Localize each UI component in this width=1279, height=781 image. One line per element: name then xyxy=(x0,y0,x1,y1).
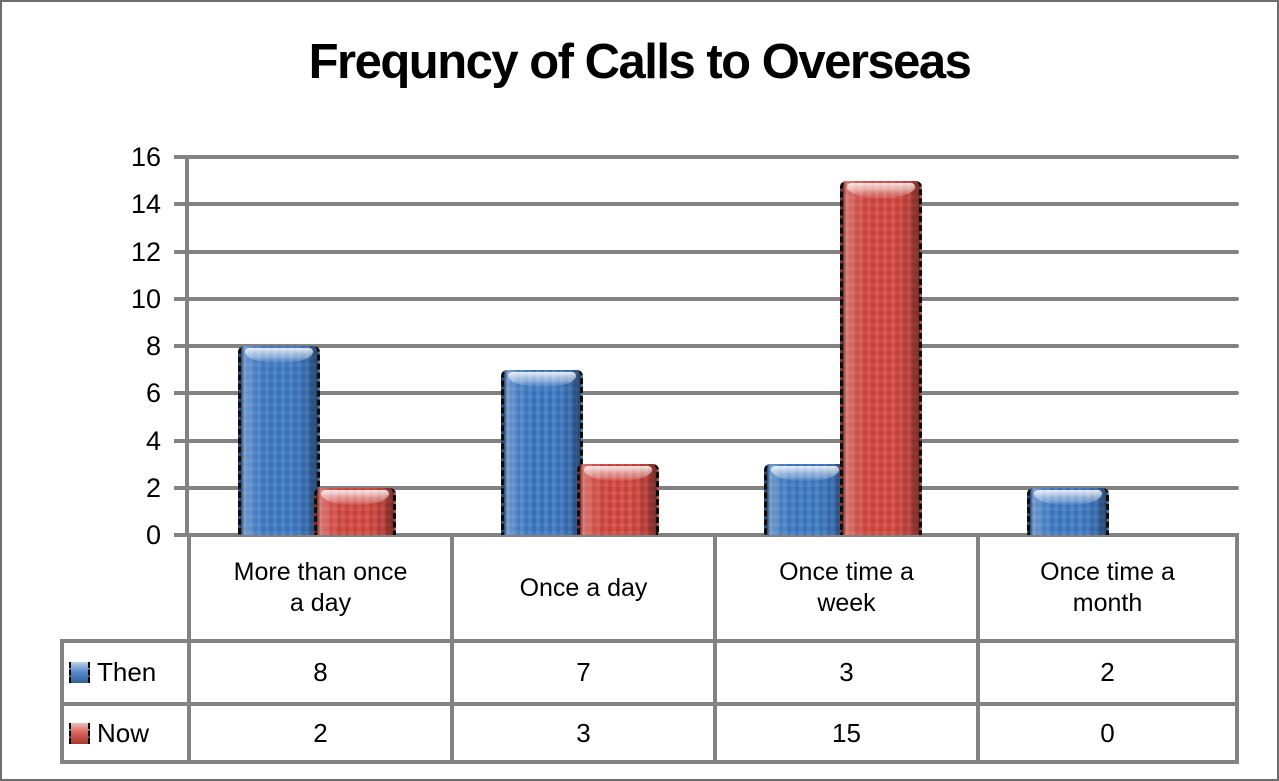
y-axis-tick-label: 8 xyxy=(145,331,161,361)
value-cell: 2 xyxy=(976,639,1239,702)
value-cell: 2 xyxy=(187,702,450,764)
y-axis-tick-label: 4 xyxy=(145,425,161,456)
gridline xyxy=(174,533,1239,537)
gridline xyxy=(174,485,1239,490)
value-cell: 0 xyxy=(976,702,1239,764)
value-cell: 8 xyxy=(187,639,450,702)
y-axis-tick-label: 14 xyxy=(130,189,161,220)
gridline xyxy=(174,344,1239,348)
bar-now-2 xyxy=(840,180,922,535)
category-header-cell: Once a day xyxy=(450,533,713,639)
bar-then-3 xyxy=(1027,487,1109,535)
y-axis-tick-label: 16 xyxy=(130,142,161,172)
gridline xyxy=(174,249,1239,254)
plot-area: 0 2 4 6 8 10 12 14 16 xyxy=(131,142,1239,550)
category-header-cell: More than once a day xyxy=(187,533,450,639)
series-key-cell: Now xyxy=(60,702,187,764)
series-name-label: Now xyxy=(97,717,150,748)
y-axis-tick-label: 0 xyxy=(145,520,161,550)
y-axis-tick-label: 10 xyxy=(130,283,161,314)
series-name-label: Then xyxy=(97,657,157,687)
value-cell: 3 xyxy=(450,702,713,764)
chart-title: Frequncy of Calls to Overseas xyxy=(308,35,972,89)
category-header-cell: Once time a week xyxy=(713,533,976,639)
data-table: More than once a day Once a day Once time … xyxy=(60,533,1239,764)
bar-then-0 xyxy=(238,346,320,535)
bar-then-1 xyxy=(501,369,583,535)
legend-swatch-then xyxy=(69,662,90,683)
gridline xyxy=(174,296,1239,301)
value-cell: 3 xyxy=(713,639,976,702)
y-axis-tick-label: 12 xyxy=(130,236,161,267)
bar-now-0 xyxy=(314,487,396,535)
bar-then-2 xyxy=(764,464,846,535)
value-cell: 7 xyxy=(450,639,713,702)
bar-now-1 xyxy=(577,464,659,535)
y-axis-tick-label: 2 xyxy=(145,472,161,503)
category-header-cell: Once time a month xyxy=(976,533,1239,639)
gridline xyxy=(174,391,1239,396)
gridline xyxy=(174,438,1239,443)
series-key-cell: Then xyxy=(60,639,187,702)
value-cell: 15 xyxy=(713,702,976,764)
y-axis-tick-label: 6 xyxy=(145,378,161,409)
legend-swatch-now xyxy=(69,722,90,744)
gridline xyxy=(174,202,1239,207)
gridline xyxy=(174,155,1239,159)
